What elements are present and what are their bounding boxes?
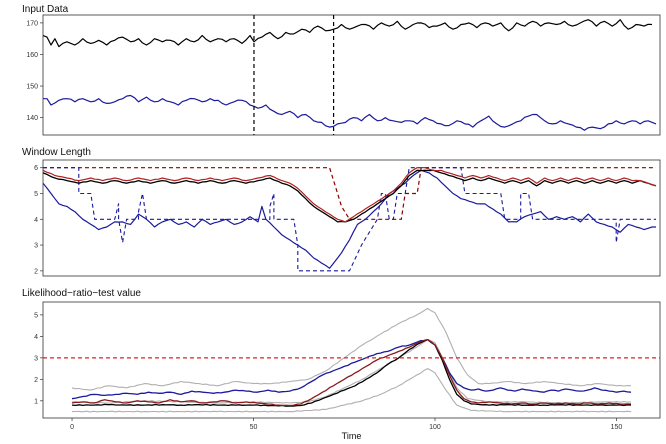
panel-1: Input Data 140 150 160 170 (22, 4, 661, 136)
series-line-4 (43, 169, 657, 223)
panel-2: Window Length 2 3 4 5 6 (22, 147, 661, 277)
series-line-2 (43, 94, 657, 131)
series-line-2 (43, 167, 656, 272)
x-axis-title: Time (342, 431, 362, 441)
x-tick-label: 150 (611, 424, 623, 431)
series-line-5 (43, 167, 657, 223)
panel-title: Input Data (22, 4, 69, 15)
y-tick-label: 6 (34, 165, 38, 172)
series-line-1 (43, 167, 656, 220)
y-tick-label: 4 (34, 334, 38, 341)
x-tick-label: 0 (70, 424, 74, 431)
series-group (43, 167, 657, 272)
y-tick-label: 1 (34, 398, 38, 405)
series-line-3 (43, 169, 656, 269)
series-line-1 (43, 19, 653, 48)
plot-frame (42, 14, 661, 136)
y-tick-label: 5 (34, 312, 38, 319)
series-line-3 (71, 339, 632, 404)
series-group (43, 19, 657, 131)
series-line-1 (71, 307, 632, 391)
series-line-5 (71, 338, 632, 407)
x-tick-label: 50 (250, 424, 258, 431)
series-line-2 (71, 368, 632, 413)
y-tick-label: 3 (34, 243, 38, 250)
series-group (71, 307, 632, 413)
plot-frame (42, 159, 661, 277)
y-tick-label: 4 (34, 217, 38, 224)
y-tick-label: 150 (26, 84, 38, 91)
y-tick-label: 140 (26, 115, 38, 122)
series-line-6 (71, 338, 632, 407)
panel-title: Window Length (22, 147, 91, 158)
panel-title: Likelihood−ratio−test value (22, 288, 141, 299)
x-tick-label: 100 (429, 424, 441, 431)
y-tick-label: 160 (26, 52, 38, 59)
plot-frame (42, 301, 661, 419)
series-line-4 (71, 338, 632, 400)
y-tick-label: 170 (26, 20, 38, 27)
y-tick-label: 3 (34, 355, 38, 362)
y-tick-label: 2 (34, 268, 38, 275)
y-tick-label: 5 (34, 191, 38, 198)
y-tick-label: 2 (34, 377, 38, 384)
